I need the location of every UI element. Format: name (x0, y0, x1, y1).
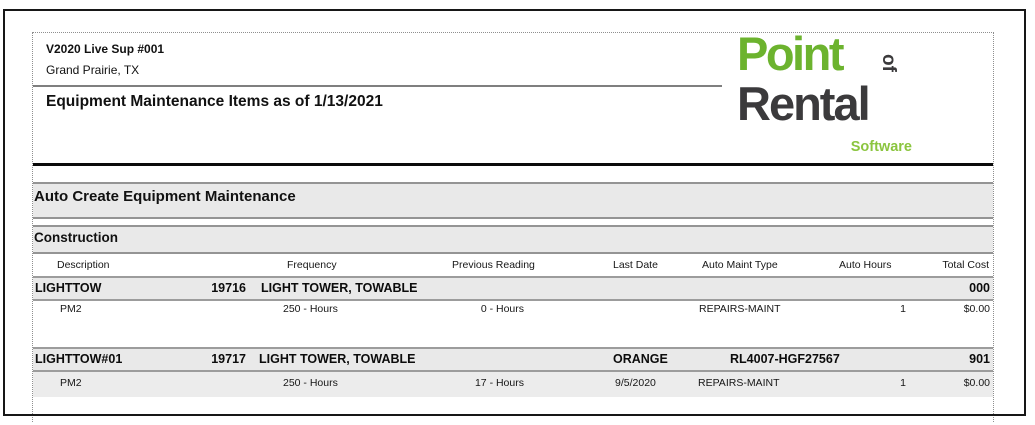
column-header-row: Description Frequency Previous Reading L… (33, 254, 993, 276)
item-name: LIGHT TOWER, TOWABLE (261, 281, 418, 295)
logo-word-point: Point (737, 27, 844, 80)
cell-auto-hours: 1 (900, 377, 906, 389)
cell-description: PM2 (60, 377, 82, 389)
col-auto-maint-type: Auto Maint Type (702, 259, 778, 271)
item-meter: 000 (969, 281, 990, 295)
logo-word-of: of (877, 54, 899, 72)
item-stock-number: 19717 (211, 352, 246, 366)
item-meter: 901 (969, 352, 990, 366)
item-name: LIGHT TOWER, TOWABLE (259, 352, 416, 366)
col-last-date: Last Date (613, 259, 658, 271)
cell-auto-hours: 1 (900, 303, 906, 315)
cell-total-cost: $0.00 (963, 377, 990, 389)
cell-total-cost: $0.00 (963, 303, 990, 315)
store-city: Grand Prairie, TX (46, 63, 140, 77)
item-row: LIGHTTOW#01 19717 LIGHT TOWER, TOWABLE O… (33, 347, 993, 372)
col-total-cost: Total Cost (942, 259, 989, 271)
col-previous-reading: Previous Reading (452, 259, 535, 271)
cell-description: PM2 (60, 303, 82, 315)
logo-word-rental: Rental (737, 77, 871, 130)
item-stock-number: 19716 (211, 281, 246, 295)
cell-auto-maint-type: REPAIRS-MAINT (698, 377, 780, 389)
header-thick-divider (33, 163, 993, 166)
cell-previous-reading: 17 - Hours (474, 377, 524, 389)
category-title: Construction (34, 230, 118, 245)
item-color: ORANGE (613, 352, 668, 366)
point-of-rental-logo: Point of Rental Software (737, 27, 915, 160)
item-code: LIGHTTOW (35, 281, 102, 295)
item-serial: RL4007-HGF27567 (730, 352, 840, 366)
store-name: V2020 Live Sup #001 (46, 42, 165, 56)
cell-last-date: 9/5/2020 (615, 377, 656, 389)
col-description: Description (57, 259, 110, 271)
section-band: Auto Create Equipment Maintenance (33, 182, 993, 219)
item-row: LIGHTTOW 19716 LIGHT TOWER, TOWABLE 000 (33, 276, 993, 301)
detail-row: PM2 250 - Hours 0 - Hours REPAIRS-MAINT … (33, 301, 993, 318)
col-auto-hours: Auto Hours (839, 259, 892, 271)
report-title: Equipment Maintenance Items as of 1/13/2… (46, 93, 383, 110)
cell-previous-reading: 0 - Hours (480, 303, 524, 315)
detail-row: PM2 250 - Hours 17 - Hours 9/5/2020 REPA… (33, 372, 993, 397)
cell-auto-maint-type: REPAIRS-MAINT (699, 303, 781, 315)
header-divider (33, 85, 722, 87)
category-band: Construction (33, 225, 993, 254)
item-code: LIGHTTOW#01 (35, 352, 123, 366)
section-title: Auto Create Equipment Maintenance (34, 188, 296, 205)
cell-frequency: 250 - Hours (283, 377, 338, 389)
col-frequency: Frequency (287, 259, 337, 271)
cell-frequency: 250 - Hours (283, 303, 338, 315)
logo-word-software: Software (850, 139, 912, 155)
